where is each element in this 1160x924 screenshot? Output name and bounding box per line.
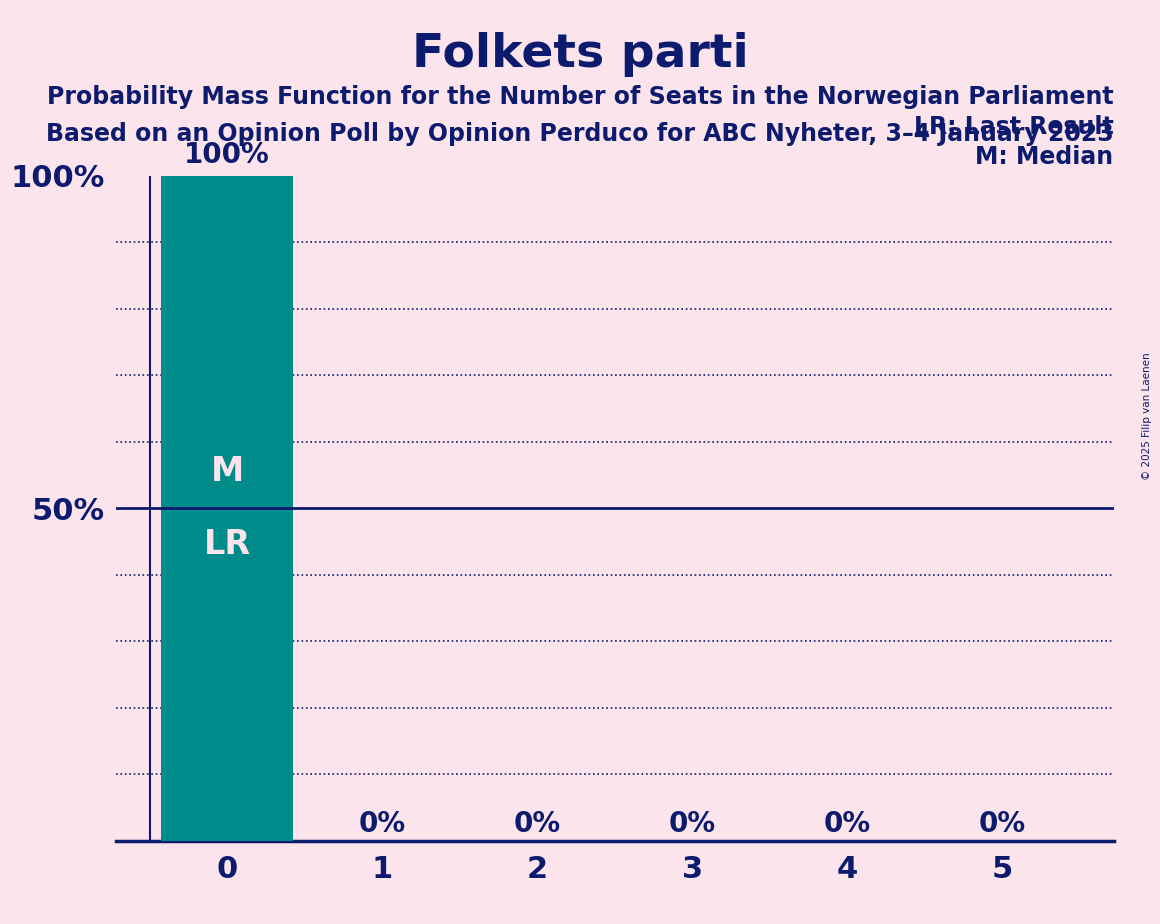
- Text: 0%: 0%: [979, 809, 1025, 837]
- Text: M: Median: M: Median: [976, 145, 1114, 169]
- Text: M: M: [211, 456, 244, 488]
- Text: 0%: 0%: [669, 809, 716, 837]
- Text: 0%: 0%: [514, 809, 560, 837]
- Text: LR: Last Result: LR: Last Result: [914, 115, 1114, 139]
- Text: 0%: 0%: [824, 809, 871, 837]
- Text: LR: LR: [204, 529, 251, 561]
- Bar: [161, 176, 293, 841]
- Text: Based on an Opinion Poll by Opinion Perduco for ABC Nyheter, 3–4 January 2023: Based on an Opinion Poll by Opinion Perd…: [46, 122, 1114, 146]
- Text: 100%: 100%: [184, 140, 270, 169]
- Text: 0%: 0%: [358, 809, 406, 837]
- Text: © 2025 Filip van Laenen: © 2025 Filip van Laenen: [1141, 352, 1152, 480]
- Text: Probability Mass Function for the Number of Seats in the Norwegian Parliament: Probability Mass Function for the Number…: [46, 85, 1114, 109]
- Text: Folkets parti: Folkets parti: [412, 32, 748, 78]
